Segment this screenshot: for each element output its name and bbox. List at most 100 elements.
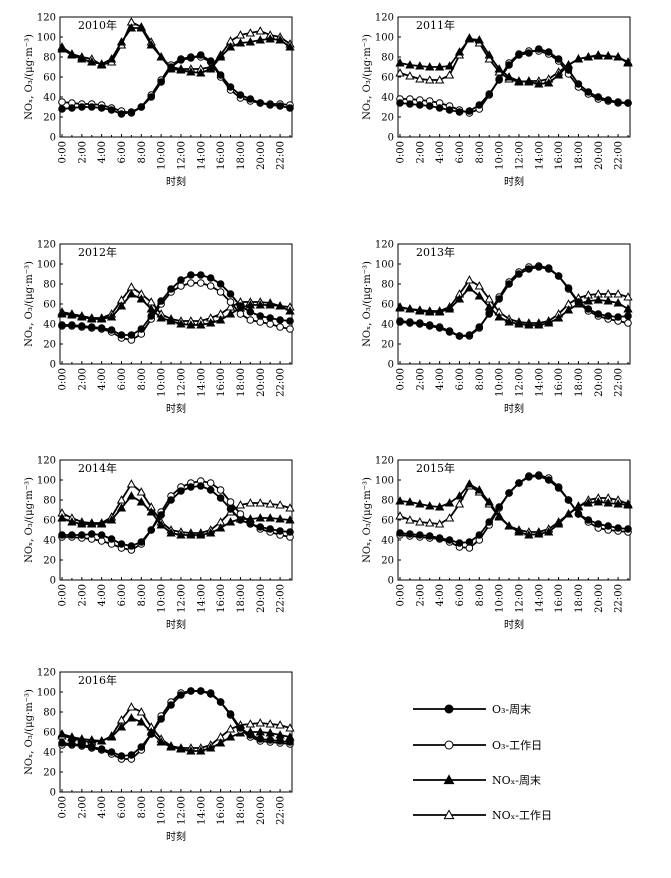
- x-axis-title: 时刻: [504, 402, 524, 415]
- data-point: [444, 513, 455, 522]
- data-point: [623, 292, 633, 301]
- data-point: [524, 77, 534, 86]
- y-tick-label: 120: [37, 456, 56, 467]
- x-tick-label: 20:00: [594, 584, 605, 613]
- data-point: [187, 279, 195, 287]
- data-point: [157, 78, 165, 86]
- x-tick-label: 18:00: [574, 368, 585, 397]
- data-point: [603, 498, 613, 507]
- data-point: [87, 103, 96, 111]
- x-tick-label: 4:00: [97, 368, 108, 390]
- data-point: [435, 307, 445, 316]
- data-point: [226, 83, 235, 91]
- data-point: [286, 317, 294, 325]
- x-tick-label: 16:00: [554, 368, 565, 397]
- data-point: [78, 741, 86, 749]
- y-tick-label: 20: [43, 113, 56, 124]
- data-point: [196, 687, 205, 695]
- data-point: [136, 717, 146, 726]
- x-axis-title: 时刻: [504, 175, 524, 188]
- data-point: [78, 322, 86, 330]
- data-point: [435, 62, 445, 71]
- data-point: [444, 70, 455, 79]
- legend-marker: [443, 809, 455, 820]
- x-tick-label: 22:00: [614, 584, 625, 613]
- y-tick-label: 80: [43, 53, 56, 64]
- series-line: [61, 285, 291, 322]
- x-tick-label: 14:00: [534, 584, 545, 613]
- legend-item: NOₓ-周末: [413, 773, 541, 787]
- legend-marker: [443, 774, 455, 785]
- y-tick-label: 80: [381, 53, 394, 64]
- data-point: [156, 520, 166, 529]
- data-point: [465, 331, 474, 339]
- data-point: [196, 279, 205, 287]
- x-tick-label: 20:00: [256, 584, 267, 613]
- data-point: [405, 304, 415, 313]
- data-point: [137, 538, 146, 546]
- panel-title: 2014年: [78, 461, 117, 475]
- y-tick-label: 20: [381, 113, 394, 124]
- data-point: [495, 503, 503, 511]
- x-tick-label: 6:00: [117, 796, 128, 818]
- legend: O₃-周末 O₃-工作日 NOₓ-周末 NOₓ-工作日: [413, 702, 552, 822]
- data-point: [603, 296, 613, 305]
- x-tick-label: 6:00: [117, 368, 128, 390]
- plot-frame: [397, 459, 631, 581]
- data-point: [593, 50, 603, 59]
- y-axis-title: NOₓ, O₃/(μg·m⁻³): [362, 261, 373, 347]
- data-point: [256, 523, 265, 531]
- data-point: [265, 513, 275, 522]
- data-point: [435, 534, 444, 542]
- data-point: [465, 107, 474, 115]
- series-O₃-周末: [396, 45, 632, 116]
- data-point: [425, 501, 435, 510]
- y-tick-label: 0: [388, 576, 394, 587]
- data-point: [285, 42, 295, 51]
- x-tick-label: 4:00: [97, 584, 108, 606]
- series-NOₓ-周末: [395, 283, 633, 329]
- data-point: [425, 62, 435, 71]
- data-point: [166, 528, 176, 537]
- data-point: [127, 331, 136, 339]
- data-point: [206, 690, 215, 698]
- x-tick-label: 8:00: [475, 584, 486, 606]
- data-point: [196, 530, 206, 539]
- y-axis-title: NOₓ, O₃/(μg·m⁻³): [24, 34, 35, 120]
- data-point: [544, 265, 553, 273]
- series-O₃-周末: [58, 271, 294, 339]
- x-tick-label: 16:00: [554, 584, 565, 613]
- x-tick-label: 14:00: [534, 141, 545, 170]
- x-tick-label: 18:00: [574, 141, 585, 170]
- data-point: [246, 731, 255, 739]
- data-point: [106, 54, 117, 63]
- data-point: [255, 35, 265, 44]
- data-point: [395, 303, 405, 312]
- x-axis-title: 时刻: [504, 618, 524, 631]
- data-point: [514, 527, 524, 536]
- data-point: [126, 23, 137, 32]
- data-point: [236, 91, 245, 99]
- y-tick-label: 20: [381, 340, 394, 351]
- data-point: [444, 304, 455, 313]
- y-tick-label: 20: [43, 340, 56, 351]
- data-point: [475, 531, 484, 539]
- data-point: [494, 312, 504, 321]
- data-point: [395, 68, 405, 77]
- data-point: [146, 507, 156, 516]
- data-point: [216, 494, 225, 502]
- data-point: [485, 310, 494, 318]
- legend-label: O₃-工作日: [492, 739, 542, 752]
- x-tick-label: 22:00: [614, 368, 625, 397]
- data-point: [225, 42, 236, 51]
- x-tick-label: 12:00: [514, 584, 525, 613]
- plot-frame: [397, 16, 631, 138]
- data-point: [147, 93, 156, 101]
- data-point: [147, 526, 156, 534]
- data-point: [177, 276, 185, 284]
- data-point: [156, 52, 166, 61]
- series-NOₓ-周末: [57, 289, 295, 329]
- data-point: [57, 513, 67, 522]
- data-point: [77, 519, 87, 528]
- data-point: [444, 61, 455, 70]
